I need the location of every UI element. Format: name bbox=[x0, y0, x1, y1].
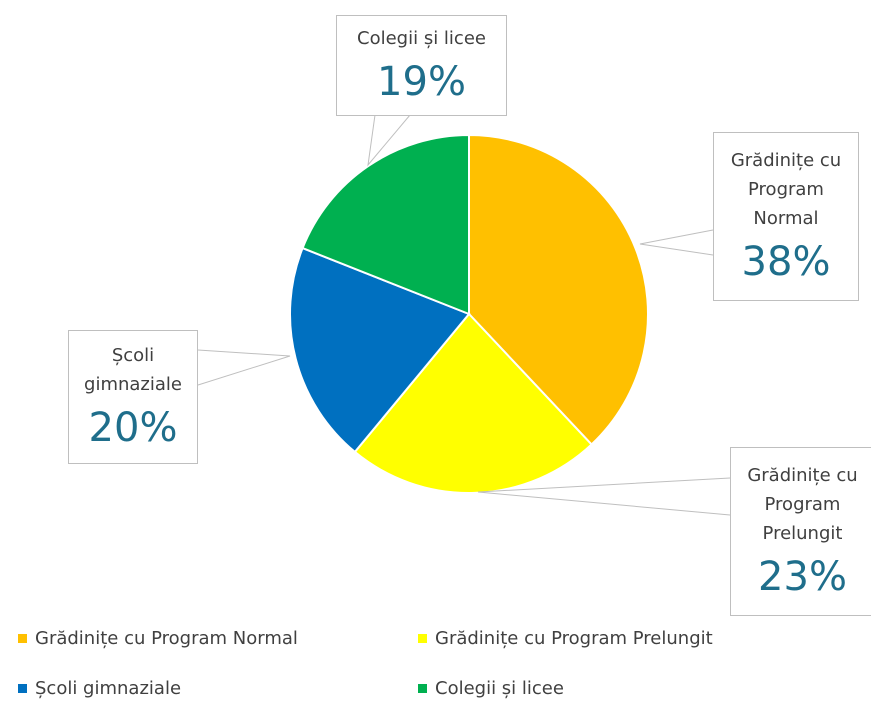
label-category: Grădinițe cu Program Normal bbox=[730, 150, 842, 229]
label-category: Școli gimnaziale bbox=[84, 345, 182, 395]
pie-slice bbox=[353, 312, 593, 494]
legend-swatch bbox=[418, 634, 427, 643]
legend-entry: Școli gimnaziale bbox=[18, 678, 181, 699]
leader-line bbox=[367, 114, 411, 167]
legend-entry: Colegii și licee bbox=[418, 678, 564, 699]
legend-swatch bbox=[418, 684, 427, 693]
pie-slice bbox=[468, 133, 649, 446]
legend-swatch bbox=[18, 634, 27, 643]
label-category: Colegii și licee bbox=[357, 28, 486, 49]
data-label: Colegii și licee 19% bbox=[336, 15, 507, 116]
label-value: 38% bbox=[741, 239, 831, 285]
data-label: Grădinițe cu Program Normal 38% bbox=[713, 132, 859, 301]
data-label: Școli gimnaziale 20% bbox=[68, 330, 198, 464]
pie-slice bbox=[289, 246, 471, 454]
label-value: 23% bbox=[758, 554, 847, 600]
data-label: Grădinițe cu Program Prelungit 23% bbox=[730, 447, 871, 616]
legend-entry: Grădinițe cu Program Prelungit bbox=[418, 628, 713, 649]
leader-line bbox=[639, 229, 714, 256]
label-value: 19% bbox=[377, 59, 466, 105]
legend-label: Grădinițe cu Program Prelungit bbox=[435, 628, 713, 649]
legend-label: Colegii și licee bbox=[435, 678, 564, 699]
pie-slice bbox=[301, 133, 470, 316]
legend-label: Grădinițe cu Program Normal bbox=[35, 628, 298, 649]
label-category: Grădinițe cu Program Prelungit bbox=[747, 465, 858, 544]
leader-line bbox=[197, 349, 291, 386]
label-value: 20% bbox=[88, 405, 178, 451]
legend-swatch bbox=[18, 684, 27, 693]
legend-entry: Grădinițe cu Program Normal bbox=[18, 628, 298, 649]
leader-line bbox=[477, 477, 731, 516]
legend-label: Școli gimnaziale bbox=[35, 678, 182, 699]
